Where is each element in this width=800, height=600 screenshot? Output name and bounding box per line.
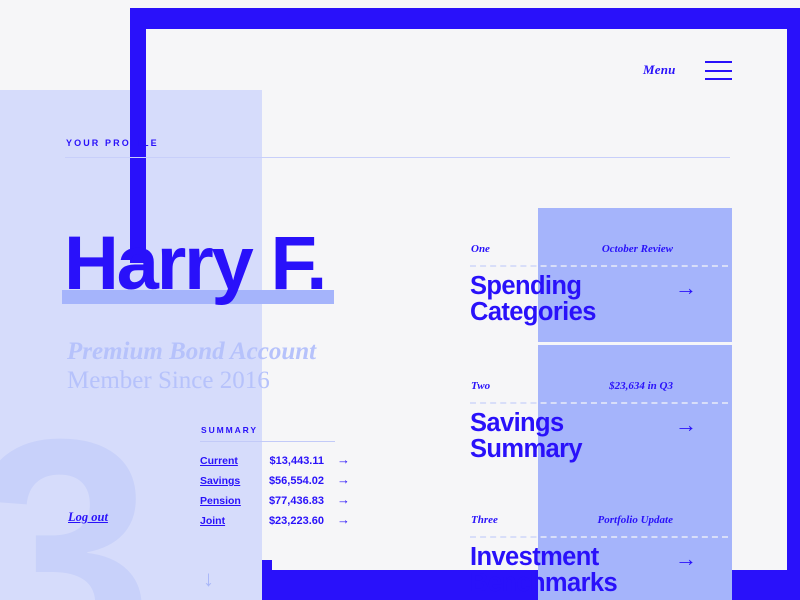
summary-row-current[interactable]: Current $13,443.11 → xyxy=(200,453,350,473)
arrow-right-icon[interactable]: → xyxy=(337,492,350,507)
card-savings-summary[interactable]: Two $23,634 in Q3 Savings Summary → xyxy=(470,332,732,479)
arrow-right-icon[interactable]: → xyxy=(337,512,350,527)
frame-border-top xyxy=(130,8,800,29)
summary-row-savings[interactable]: Savings $56,554.02 → xyxy=(200,473,350,493)
card-title[interactable]: Savings Summary xyxy=(470,409,583,463)
arrow-right-icon[interactable]: → xyxy=(675,412,697,437)
account-balance: $56,554.02 xyxy=(268,475,324,487)
account-type-label: Premium Bond Account xyxy=(67,338,317,365)
card-investment-benchmarks[interactable]: Three Portfolio Update Investment Benchm… xyxy=(470,466,732,600)
arrow-right-icon[interactable]: → xyxy=(337,452,350,467)
summary-list: Current $13,443.11 → Savings $56,554.02 … xyxy=(200,453,350,533)
arrow-right-icon[interactable]: → xyxy=(337,472,350,487)
card-dashed-divider xyxy=(470,265,728,267)
decorative-numeral-watermark: 3 xyxy=(0,370,154,600)
account-balance: $13,443.11 xyxy=(269,455,324,467)
profile-eyebrow: YOUR PROFILE xyxy=(66,138,159,148)
card-index-label: Two xyxy=(471,380,491,392)
card-title[interactable]: Spending Categories xyxy=(470,272,596,326)
frame-border-right xyxy=(787,8,800,600)
card-content: Two $23,634 in Q3 Savings Summary → xyxy=(470,332,732,467)
frame-border-left-lower xyxy=(262,560,272,600)
menu-label[interactable]: Menu xyxy=(643,62,676,77)
summary-row-joint[interactable]: Joint $23,223.60 → xyxy=(200,513,350,533)
card-spending-categories[interactable]: One October Review Spending Categories → xyxy=(470,195,732,342)
card-content: Three Portfolio Update Investment Benchm… xyxy=(470,466,732,600)
hamburger-bar xyxy=(705,61,732,63)
hamburger-bar xyxy=(705,78,732,80)
hamburger-icon[interactable] xyxy=(705,61,732,80)
hamburger-bar xyxy=(705,69,732,72)
card-index-label: One xyxy=(471,243,490,255)
card-meta-row: Two $23,634 in Q3 xyxy=(471,380,729,392)
scroll-down-icon[interactable]: ↓ xyxy=(203,566,214,591)
card-meta-row: Three Portfolio Update xyxy=(471,514,729,526)
arrow-right-icon[interactable]: → xyxy=(675,546,697,571)
card-dashed-divider xyxy=(470,536,728,538)
card-content: One October Review Spending Categories → xyxy=(470,195,732,330)
card-dashed-divider xyxy=(470,402,728,404)
logout-link[interactable]: Log out xyxy=(68,510,108,524)
account-name[interactable]: Savings xyxy=(200,475,241,487)
card-subtitle: October Review xyxy=(601,243,673,255)
card-meta-row: One October Review xyxy=(471,243,729,255)
summary-divider xyxy=(200,441,335,442)
card-background-block xyxy=(538,479,732,600)
account-name[interactable]: Current xyxy=(200,455,238,467)
frame-border-left-upper xyxy=(130,8,146,263)
summary-heading: SUMMARY xyxy=(201,425,258,435)
profile-name-block: Harry F. xyxy=(62,222,482,312)
card-subtitle: Portfolio Update xyxy=(597,514,673,526)
header-divider xyxy=(65,157,730,158)
card-background-block xyxy=(538,345,732,479)
name-highlight-bar xyxy=(62,290,334,304)
account-balance: $77,436.83 xyxy=(268,495,324,507)
arrow-right-icon[interactable]: → xyxy=(675,275,697,300)
member-since-label: Member Since 2016 xyxy=(67,367,270,394)
card-subtitle: $23,634 in Q3 xyxy=(609,380,673,392)
summary-row-pension[interactable]: Pension $77,436.83 → xyxy=(200,493,350,513)
card-background-block xyxy=(538,208,732,342)
card-index-label: Three xyxy=(471,514,498,526)
card-title[interactable]: Investment Benchmarks xyxy=(470,543,618,597)
account-name[interactable]: Pension xyxy=(200,495,241,507)
account-name[interactable]: Joint xyxy=(200,515,226,527)
page-title: Harry F. xyxy=(64,221,327,306)
account-balance: $23,223.60 xyxy=(268,515,324,527)
